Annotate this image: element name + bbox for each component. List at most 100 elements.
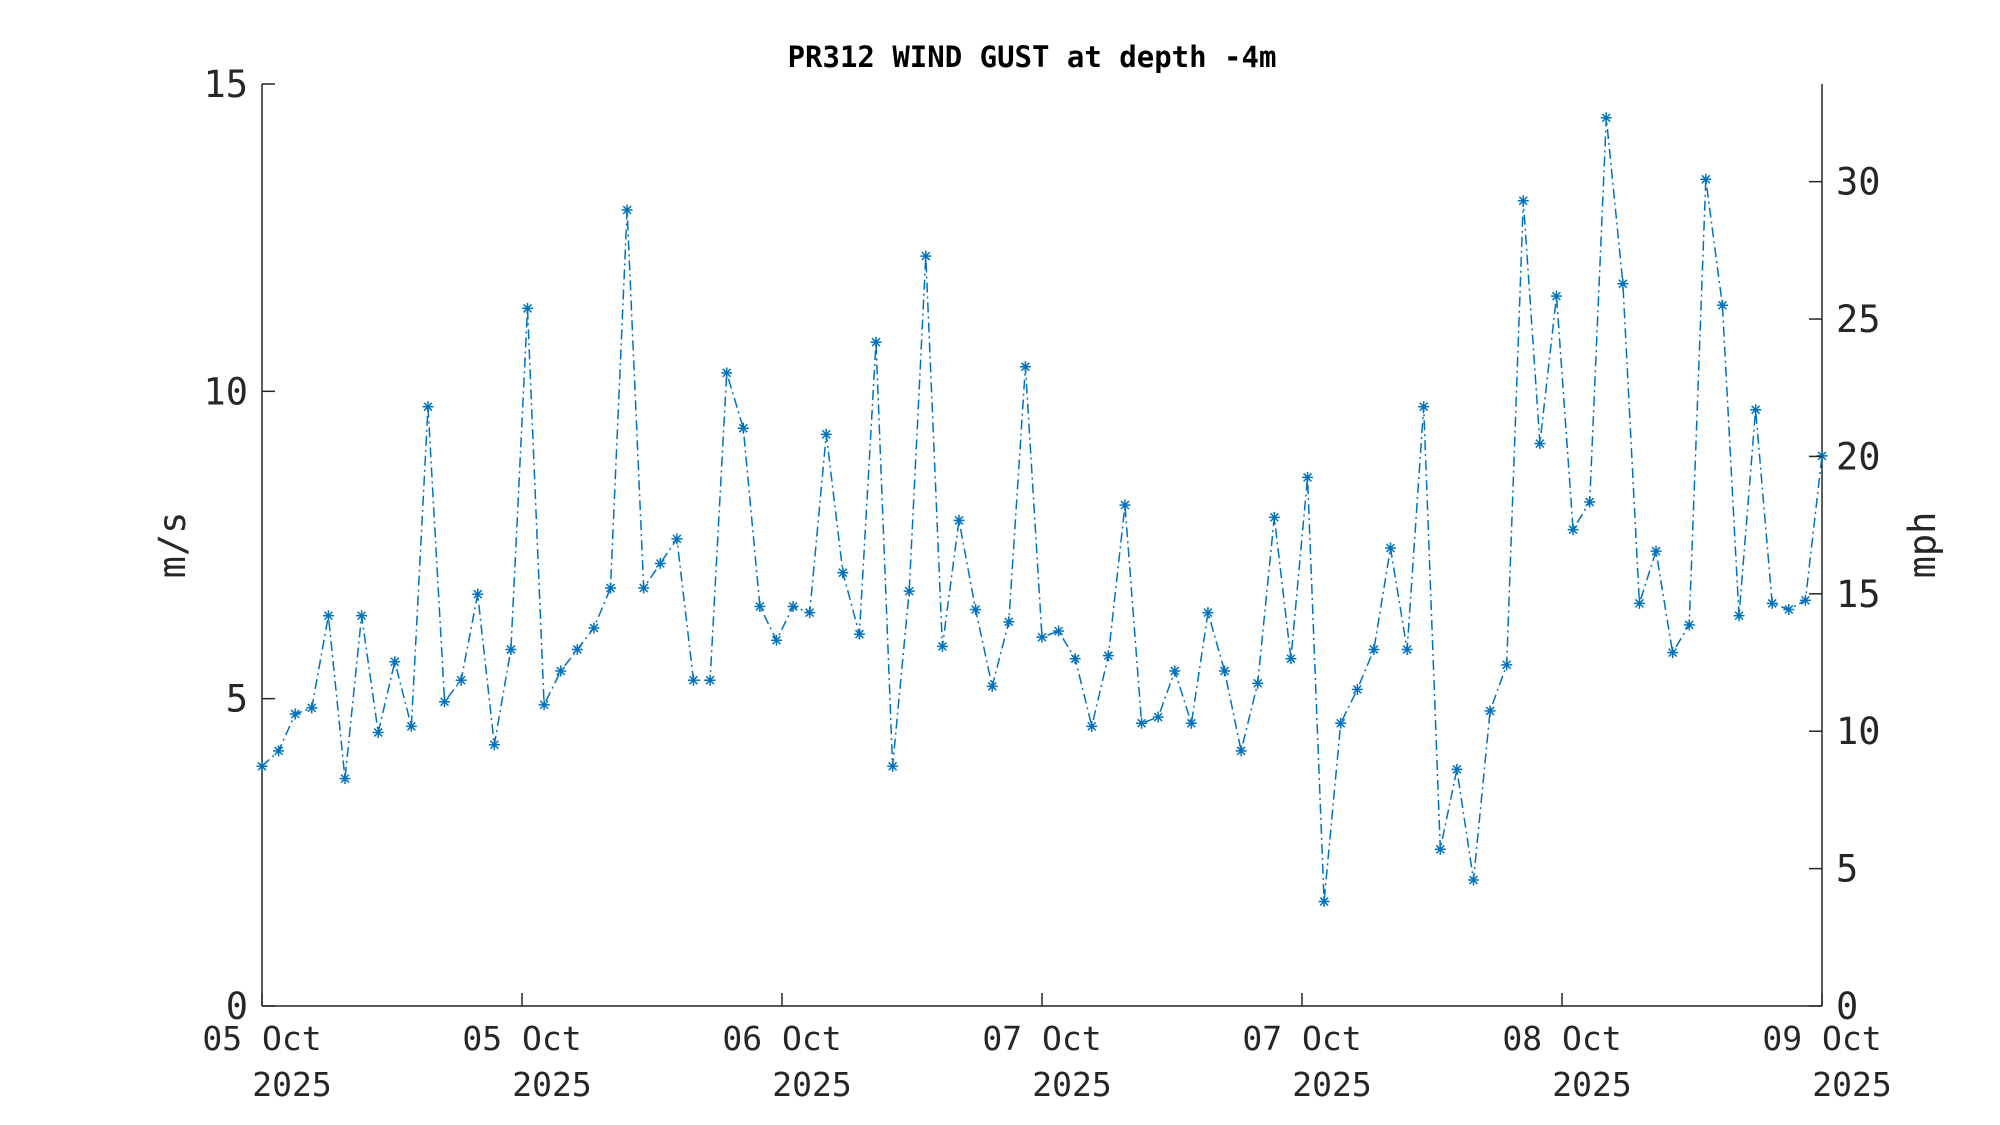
right-y-tick-label: 25 — [1836, 298, 1881, 341]
data-point — [870, 336, 882, 348]
data-point — [273, 745, 285, 757]
data-point — [1783, 604, 1795, 616]
data-point — [372, 726, 384, 738]
data-point — [986, 680, 998, 692]
y-axis-label-left: m/s — [151, 512, 194, 579]
data-point — [1219, 665, 1231, 677]
data-point — [1053, 625, 1065, 637]
data-point — [1700, 173, 1712, 185]
right-y-tick-label: 0 — [1836, 985, 1858, 1028]
x-tick-label-date: 07 Oct — [1242, 1019, 1361, 1058]
left-y-tick-label: 10 — [203, 370, 248, 413]
data-point — [1036, 631, 1048, 643]
data-point — [605, 582, 617, 594]
data-point — [621, 204, 633, 216]
data-point — [1069, 653, 1081, 665]
data-point — [472, 588, 484, 600]
data-point — [405, 720, 417, 732]
data-point — [538, 699, 550, 711]
right-y-tick-label: 20 — [1836, 435, 1881, 478]
data-point — [1136, 717, 1148, 729]
data-point — [1467, 874, 1479, 886]
data-point — [439, 696, 451, 708]
data-point — [389, 656, 401, 668]
left-y-tick-label: 0 — [226, 985, 248, 1028]
x-tick-label-year: 2025 — [512, 1065, 591, 1104]
x-tick-label-date: 07 Oct — [982, 1019, 1101, 1058]
data-point — [820, 428, 832, 440]
data-point — [654, 557, 666, 569]
chart-title: PR312 WIND GUST at depth -4m — [788, 40, 1277, 74]
data-point — [638, 582, 650, 594]
data-point — [571, 643, 583, 655]
data-point — [505, 643, 517, 655]
data-point — [1335, 717, 1347, 729]
data-point — [837, 567, 849, 579]
left-y-axis: 0 5 10 15 — [203, 63, 275, 1028]
data-point — [306, 702, 318, 714]
data-point — [356, 610, 368, 622]
data-point — [1119, 499, 1131, 511]
data-point — [1633, 597, 1645, 609]
x-tick-label-year: 2025 — [1292, 1065, 1371, 1104]
data-point — [1451, 763, 1463, 775]
data-point — [455, 674, 467, 686]
data-point — [853, 628, 865, 640]
data-point — [721, 367, 733, 379]
x-tick-label-date: 09 Oct — [1762, 1019, 1881, 1058]
data-point — [903, 585, 915, 597]
plot-area — [261, 84, 1823, 1007]
data-point — [804, 607, 816, 619]
data-point — [1169, 665, 1181, 677]
data-point — [1484, 705, 1496, 717]
right-y-tick-label: 30 — [1836, 161, 1881, 204]
data-point — [322, 610, 334, 622]
data-point — [522, 302, 534, 314]
data-point — [1650, 545, 1662, 557]
data-point — [1617, 278, 1629, 290]
x-axis: 05 Oct 2025 05 Oct 2025 06 Oct 2025 07 Oct 2025… — [202, 993, 1892, 1104]
data-point — [1019, 361, 1031, 373]
x-tick-label-date: 08 Oct — [1502, 1019, 1621, 1058]
left-y-tick-label: 15 — [203, 63, 248, 106]
data-point — [737, 422, 749, 434]
data-point — [787, 600, 799, 612]
data-point — [1285, 653, 1297, 665]
data-point — [1003, 616, 1015, 628]
data-point — [1102, 650, 1114, 662]
data-point — [422, 401, 434, 413]
data-point — [488, 739, 500, 751]
data-point — [256, 760, 268, 772]
x-tick-label-year: 2025 — [1552, 1065, 1631, 1104]
y-axis-label-right: mph — [1901, 512, 1944, 579]
x-tick-label-date: 05 Oct — [462, 1019, 581, 1058]
right-y-tick-label: 5 — [1836, 848, 1858, 891]
x-tick-label-year: 2025 — [252, 1065, 331, 1104]
data-point — [1185, 717, 1197, 729]
right-y-tick-label: 10 — [1836, 710, 1881, 753]
data-point — [1401, 643, 1413, 655]
data-point — [887, 760, 899, 772]
data-point — [1501, 659, 1513, 671]
data-point — [1368, 643, 1380, 655]
series-line — [261, 117, 1823, 902]
series-group — [256, 112, 1828, 908]
data-point — [339, 773, 351, 785]
data-point — [1086, 720, 1098, 732]
data-point — [1667, 647, 1679, 659]
data-point — [1750, 404, 1762, 416]
data-point — [1302, 471, 1314, 483]
data-point — [1418, 401, 1430, 413]
data-point — [1567, 524, 1579, 536]
data-point — [1235, 745, 1247, 757]
data-point — [704, 674, 716, 686]
data-point — [1152, 711, 1164, 723]
data-point — [920, 250, 932, 262]
data-point — [1385, 542, 1397, 554]
data-point — [1550, 290, 1562, 302]
data-point — [1766, 597, 1778, 609]
data-point — [687, 674, 699, 686]
data-point — [1351, 683, 1363, 695]
data-point — [1733, 610, 1745, 622]
data-point — [1318, 896, 1330, 908]
